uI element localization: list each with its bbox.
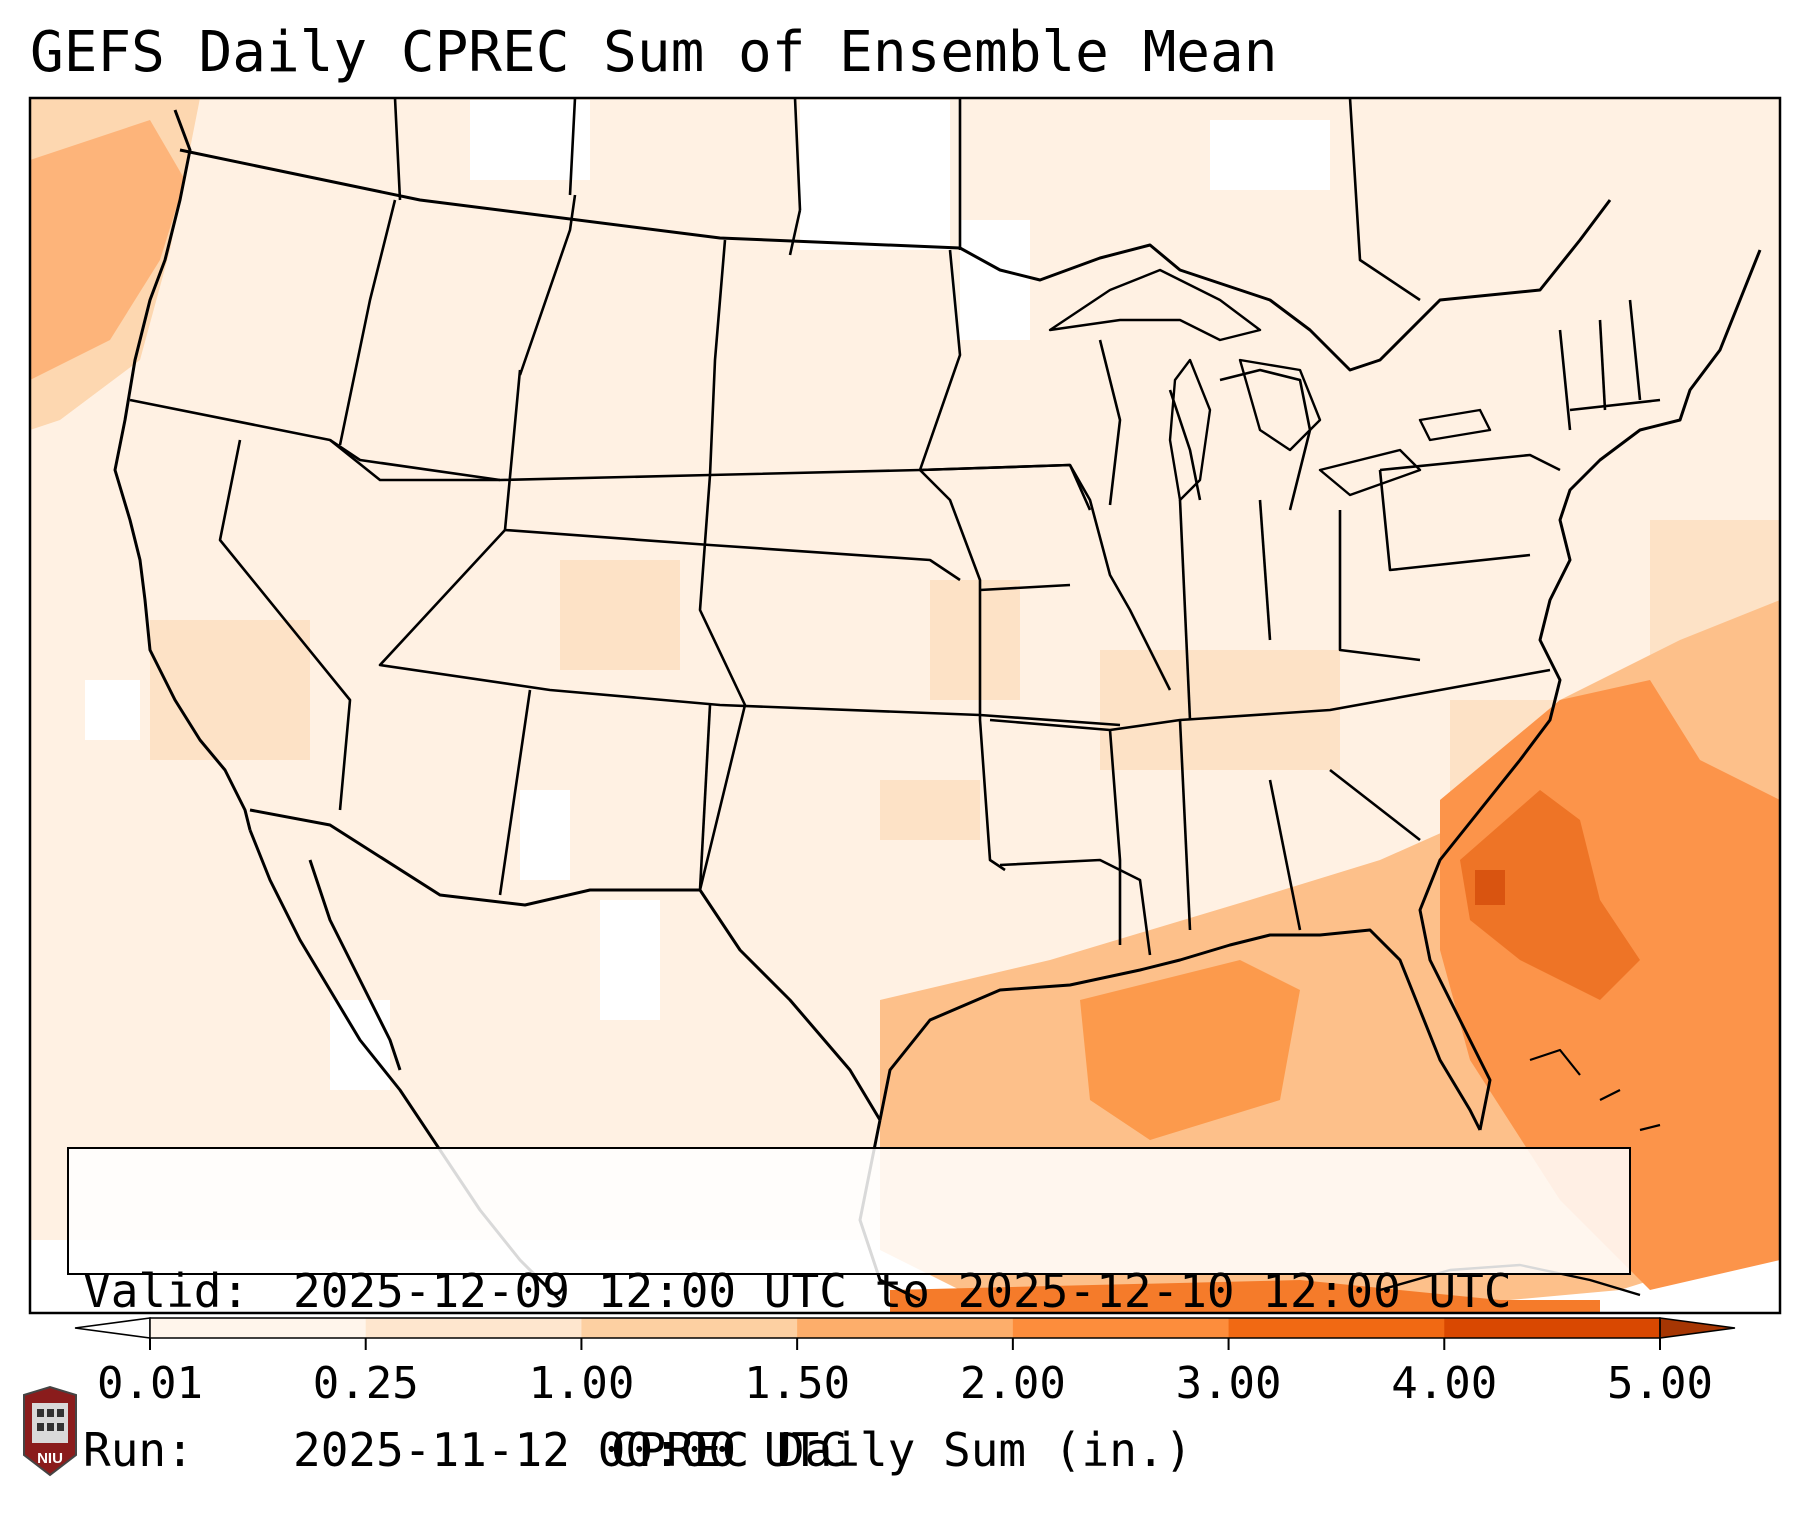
colorbar-segment [1228, 1318, 1445, 1338]
run-label: Run: [83, 1423, 194, 1477]
colorbar-segment [797, 1318, 1014, 1338]
colorbar-tick-label: 0.01 [97, 1358, 203, 1409]
bahamas [1529, 1048, 1661, 1132]
colorbar-segment [150, 1318, 367, 1338]
niu-logo: NIU [23, 1385, 77, 1477]
colorbar-segment [365, 1318, 582, 1338]
lake-huron [1238, 358, 1322, 452]
colorbar: 0.01 0.25 1.00 1.50 2.00 3.00 4.00 5.00 [74, 1317, 1736, 1409]
precip-dry-patches [85, 100, 1330, 1090]
colorbar-tick-label: 3.00 [1176, 1358, 1282, 1409]
colorbar-tick-label: 4.00 [1391, 1358, 1497, 1409]
colorbar-tick-label: 1.50 [744, 1358, 850, 1409]
boundary-lines [113, 98, 1762, 1302]
colorbar-segment [1012, 1318, 1230, 1338]
colorbar-segment [581, 1318, 798, 1338]
colorbar-tick-label: 1.00 [528, 1358, 634, 1409]
canada-province-lines [393, 98, 1421, 302]
lake-superior [1048, 268, 1262, 342]
us-canada-border [179, 148, 1612, 372]
map-title: GEFS Daily CPREC Sum of Ensemble Mean [30, 20, 1278, 85]
colorbar-label: CPREC Daily Sum (in.) [610, 1423, 1193, 1477]
precip-caribbean-band [890, 1280, 1600, 1313]
valid-run-info-box: Valid: 2025-12-09 12:00 UTC to 2025-12-10… [67, 1147, 1631, 1477]
colorbar-tick-label: 2.00 [960, 1358, 1066, 1409]
precip-gulf-core [1080, 960, 1300, 1140]
valid-label: Valid: [83, 1264, 250, 1318]
precip-atlantic-max [1475, 870, 1505, 905]
colorbar-outline [149, 1317, 1661, 1339]
lake-michigan [1168, 358, 1212, 502]
run-value: 2025-11-12 00:00 UTC [293, 1423, 847, 1477]
colorbar-tick-label: 0.25 [313, 1358, 419, 1409]
logo-text: NIU [37, 1450, 63, 1467]
lake-erie [1318, 448, 1422, 497]
us-gulf-coast [878, 928, 1482, 1131]
state-lines [129, 194, 1661, 956]
us-west-coast [113, 109, 252, 831]
colorbar-segment [1444, 1318, 1661, 1338]
valid-value: 2025-12-09 12:00 UTC to 2025-12-10 12:00… [293, 1264, 1512, 1318]
map-frame [28, 96, 1782, 1315]
us-atlantic-coast [1418, 249, 1762, 1131]
precip-atlantic-core [1460, 790, 1640, 1000]
colorbar-extend-high [1659, 1317, 1736, 1339]
precip-pacific-band [30, 120, 185, 380]
colorbar-tick-label: 5.00 [1607, 1358, 1713, 1409]
us-mexico-border [249, 808, 882, 1121]
baja-california [308, 859, 402, 1071]
lake-ontario [1418, 408, 1492, 442]
